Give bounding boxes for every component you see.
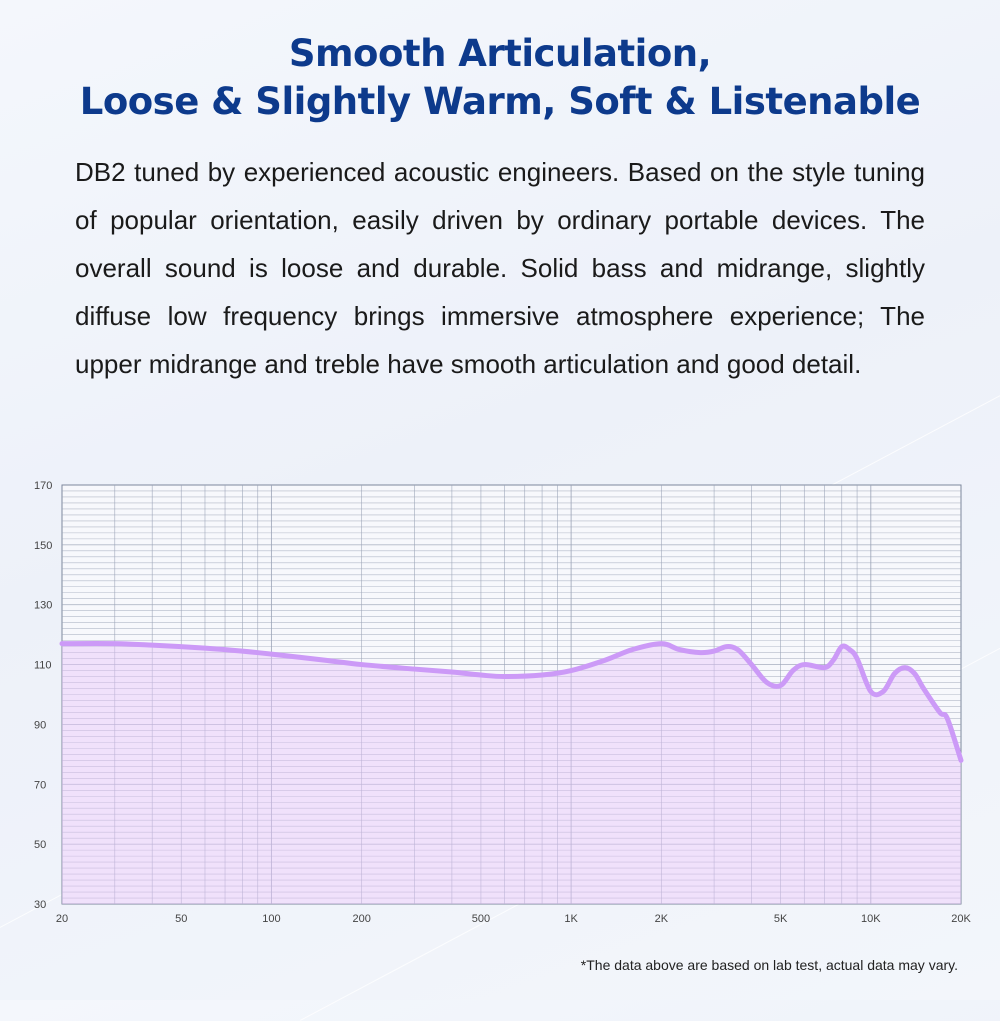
y-tick-label: 110 bbox=[34, 660, 52, 672]
x-axis-labels: 20 50 100 200 500 1K 2K 5K 10K 20K bbox=[56, 913, 972, 925]
y-tick-label: 90 bbox=[34, 719, 46, 731]
y-tick-label: 170 bbox=[34, 480, 52, 492]
response-fill-area bbox=[62, 643, 961, 904]
x-tick-label: 20 bbox=[56, 913, 68, 925]
y-tick-label: 70 bbox=[34, 779, 46, 791]
vertical-gridlines bbox=[114, 485, 872, 904]
response-curve bbox=[59, 641, 964, 763]
horizontal-gridlines bbox=[62, 490, 961, 899]
y-tick-label: 150 bbox=[34, 540, 52, 552]
x-tick-label: 100 bbox=[262, 913, 280, 925]
y-axis-labels: 170 150 130 110 90 70 50 30 bbox=[34, 480, 52, 911]
x-tick-label: 500 bbox=[472, 913, 490, 925]
footnote: *The data above are based on lab test, a… bbox=[580, 957, 958, 973]
y-tick-label: 50 bbox=[34, 839, 46, 851]
headline-line-1: Smooth Articulation, bbox=[288, 32, 712, 75]
frequency-response-chart: 170 150 130 110 90 70 50 30 20 50 100 200 500 1K 2K 5K… bbox=[34, 480, 972, 925]
x-tick-label: 1K bbox=[564, 913, 578, 925]
x-tick-label: 2K bbox=[655, 913, 669, 925]
headline-line-2: Loose & Slightly Warm, Soft & Listenable bbox=[79, 80, 921, 123]
y-tick-label: 130 bbox=[34, 600, 52, 612]
x-tick-label: 50 bbox=[175, 913, 187, 925]
x-tick-label: 20K bbox=[951, 913, 971, 925]
x-tick-label: 5K bbox=[774, 913, 788, 925]
product-description: DB2 tuned by experienced acoustic engine… bbox=[75, 157, 925, 379]
y-tick-label: 30 bbox=[34, 899, 46, 911]
x-tick-label: 200 bbox=[352, 913, 370, 925]
x-tick-label: 10K bbox=[861, 913, 881, 925]
